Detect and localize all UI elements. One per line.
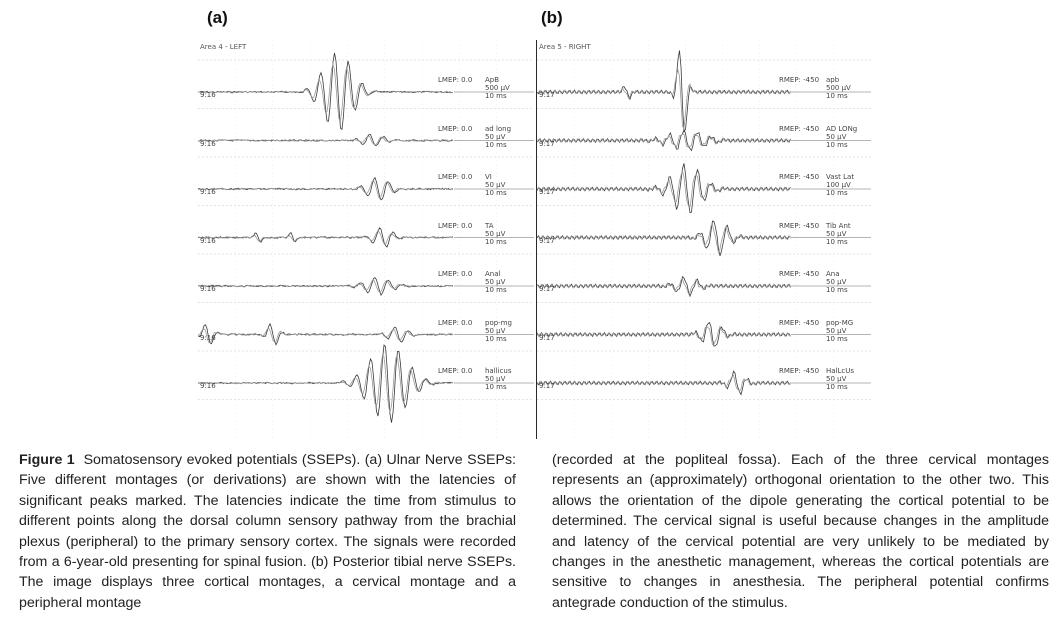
panel-b-label: (b) [541,8,563,27]
waveform-trace [537,278,791,295]
caption-column-right: (recorded at the popliteal fossa). Each … [552,450,1049,613]
waveform-trace [198,354,454,413]
caption-column-left: Figure 1 Somatosensory evoked potentials… [19,450,516,613]
waveform-trace [537,129,791,152]
waveform-trace [198,179,454,200]
waveform-trace [198,135,454,146]
panel-a-traces [198,40,534,439]
panel-b-traces [537,40,871,439]
waveform-trace [198,229,454,245]
panel-b-title: Area 5 - RIGHT [539,43,591,51]
panel-a-label: (a) [207,8,228,27]
waveform-trace [537,224,791,254]
figure-label: Figure 1 [19,452,75,468]
waveform-trace [198,52,454,131]
waveform-trace [198,278,454,293]
caption-text-left: Somatosensory evoked potentials (SSEPs).… [19,452,516,611]
waveform-trace [537,133,791,148]
panel-a-title: Area 4 - LEFT [200,43,247,51]
waveform-trace [198,326,454,344]
waveform-trace [537,68,791,130]
waveform-trace [198,176,454,201]
waveform-trace [537,325,791,346]
panel-a-waveforms: Area 4 - LEFT 9:16 LMEP: 0.0 ApB 500 µV 10 m… [198,40,534,439]
panel-b-waveforms: Area 5 - RIGHT 9:17 RMEP: -450 apb 500 µV 10… [536,40,871,439]
waveform-trace [537,374,791,392]
waveform-trace [537,321,791,347]
caption-text-right: (recorded at the popliteal fossa). Each … [552,452,1049,611]
waveform-trace [537,169,791,208]
waveform-trace [198,322,454,346]
waveform-trace [537,163,791,214]
waveform-trace [198,62,454,122]
